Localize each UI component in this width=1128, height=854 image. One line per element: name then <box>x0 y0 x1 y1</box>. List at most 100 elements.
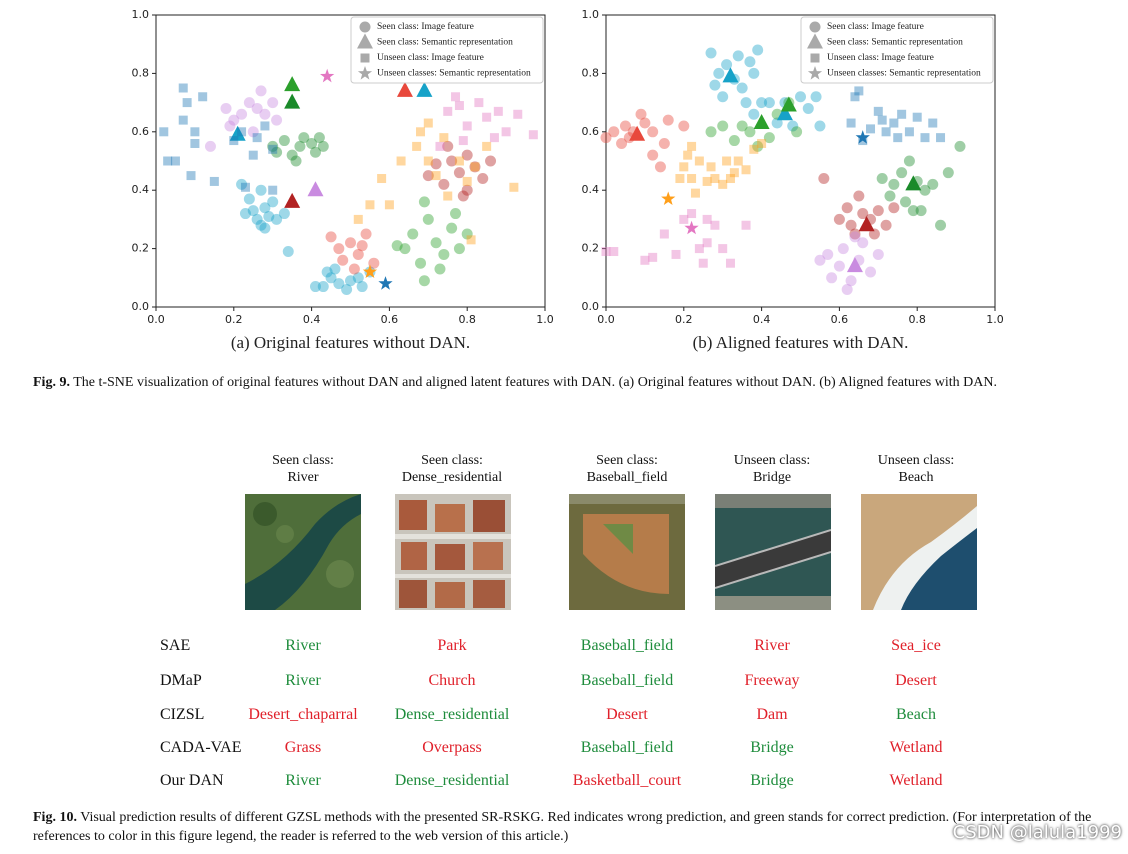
point <box>513 109 523 119</box>
point <box>876 173 888 185</box>
figure-caption: Fig. 9. The t-SNE visualization of origi… <box>33 373 1108 392</box>
point <box>868 228 880 240</box>
prediction: Dense_residential <box>394 772 510 789</box>
point <box>744 56 756 68</box>
point <box>744 126 756 138</box>
y-tick-label: 0.0 <box>132 300 150 313</box>
point <box>732 50 744 62</box>
method-name: CIZSL <box>160 706 205 723</box>
point <box>718 179 728 189</box>
point <box>780 96 797 112</box>
point <box>186 171 196 181</box>
point <box>407 228 419 240</box>
legend-marker <box>357 66 373 80</box>
point <box>435 141 445 151</box>
point <box>845 219 857 231</box>
point <box>438 248 450 260</box>
prediction: Church <box>428 672 476 689</box>
x-tick-label: 0.2 <box>225 313 243 326</box>
point <box>248 150 258 160</box>
point <box>341 283 353 295</box>
point <box>224 120 236 132</box>
point <box>271 213 283 225</box>
point <box>309 281 321 293</box>
point <box>846 257 863 273</box>
point <box>345 237 356 249</box>
point <box>865 266 877 278</box>
point <box>683 150 693 160</box>
point <box>271 146 283 158</box>
point <box>439 133 449 143</box>
point <box>905 175 922 191</box>
point <box>268 144 278 154</box>
point <box>757 138 767 148</box>
point <box>749 144 759 154</box>
point <box>501 127 511 137</box>
point <box>493 106 503 116</box>
residential-image <box>395 494 511 610</box>
point <box>267 97 279 109</box>
point <box>252 133 262 143</box>
prediction: Baseball_field <box>580 672 674 689</box>
point <box>348 263 360 275</box>
point <box>255 85 267 97</box>
point <box>841 283 853 295</box>
point <box>416 81 433 97</box>
point <box>810 91 822 103</box>
column-header: Unseen class: <box>877 453 955 468</box>
prediction: Wetland <box>889 772 943 789</box>
point <box>728 135 740 147</box>
point <box>857 208 869 220</box>
point <box>251 213 263 225</box>
point <box>329 263 341 275</box>
point <box>722 67 739 83</box>
point <box>857 237 869 249</box>
prediction: River <box>285 772 321 789</box>
point <box>229 125 246 141</box>
point <box>477 173 489 185</box>
point <box>457 190 469 202</box>
point <box>722 156 732 166</box>
point <box>893 133 903 143</box>
point <box>881 127 891 137</box>
column-header: Seen class: <box>596 453 658 468</box>
point <box>795 91 806 103</box>
point <box>399 243 411 255</box>
point <box>822 248 834 260</box>
point <box>236 108 248 120</box>
point <box>888 202 900 214</box>
x-tick-label: 0.2 <box>675 313 693 326</box>
point <box>791 126 803 138</box>
point <box>462 121 472 131</box>
point <box>954 140 966 152</box>
point <box>446 222 458 234</box>
point <box>912 112 922 122</box>
point <box>454 101 464 111</box>
point <box>748 108 760 120</box>
point <box>639 117 651 129</box>
point <box>826 272 838 284</box>
point <box>198 92 208 102</box>
point <box>353 214 363 224</box>
point <box>619 120 631 132</box>
point <box>268 185 278 195</box>
point <box>321 266 333 278</box>
y-tick-label: 0.2 <box>582 242 600 255</box>
point <box>725 174 735 184</box>
point <box>753 114 770 130</box>
point <box>237 127 247 137</box>
prediction: Beach <box>896 706 936 723</box>
point <box>450 208 462 220</box>
point <box>482 141 492 151</box>
point <box>888 178 900 190</box>
point <box>278 208 290 220</box>
scatter-chart: 0.0 0.2 0.4 0.6 0.8 1.0 0.0 0.2 0.4 0.6 0.8 1.0 Seen… <box>582 8 1004 352</box>
figure-label: Fig. 10. <box>33 810 77 825</box>
legend-marker <box>809 21 821 33</box>
point <box>482 112 492 122</box>
point <box>356 281 368 293</box>
prediction: Desert <box>895 672 937 689</box>
x-tick-label: 0.4 <box>303 313 321 326</box>
point <box>915 205 927 217</box>
